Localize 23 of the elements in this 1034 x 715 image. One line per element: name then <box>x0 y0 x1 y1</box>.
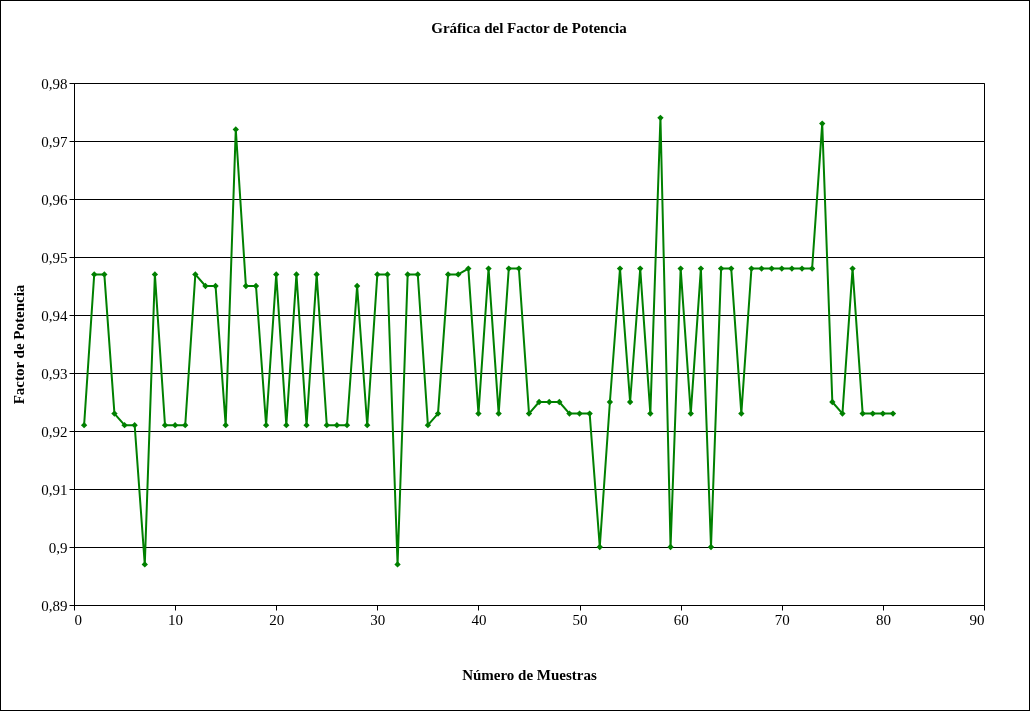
x-tick-label: 30 <box>370 611 386 628</box>
x-tick-label: 20 <box>269 611 285 628</box>
y-tick-label: 0,93 <box>41 365 68 382</box>
y-tick-label: 0,95 <box>41 249 68 266</box>
y-tick-label: 0,97 <box>41 133 68 150</box>
x-tick-label: 90 <box>969 611 985 628</box>
y-axis-title: Factor de Potencia <box>11 284 28 405</box>
x-tick-label: 0 <box>74 611 82 628</box>
x-tick-label: 10 <box>168 611 184 628</box>
y-tick-label: 0,91 <box>41 481 68 498</box>
x-tick-label: 80 <box>875 611 891 628</box>
x-tick-label: 40 <box>471 611 487 628</box>
y-tick-label: 0,9 <box>48 539 68 556</box>
y-tick-label: 0,96 <box>41 191 68 208</box>
x-axis-title: Número de Muestras <box>462 666 598 683</box>
chart-title: Gráfica del Factor de Potencia <box>431 20 628 36</box>
y-tick-label: 0,89 <box>41 597 68 614</box>
x-tick-label: 70 <box>774 611 790 628</box>
x-tick-label: 50 <box>572 611 588 628</box>
y-tick-label: 0,94 <box>41 307 68 324</box>
x-tick-label: 60 <box>673 611 689 628</box>
y-tick-label: 0,98 <box>41 75 68 92</box>
y-tick-label: 0,92 <box>41 423 68 440</box>
